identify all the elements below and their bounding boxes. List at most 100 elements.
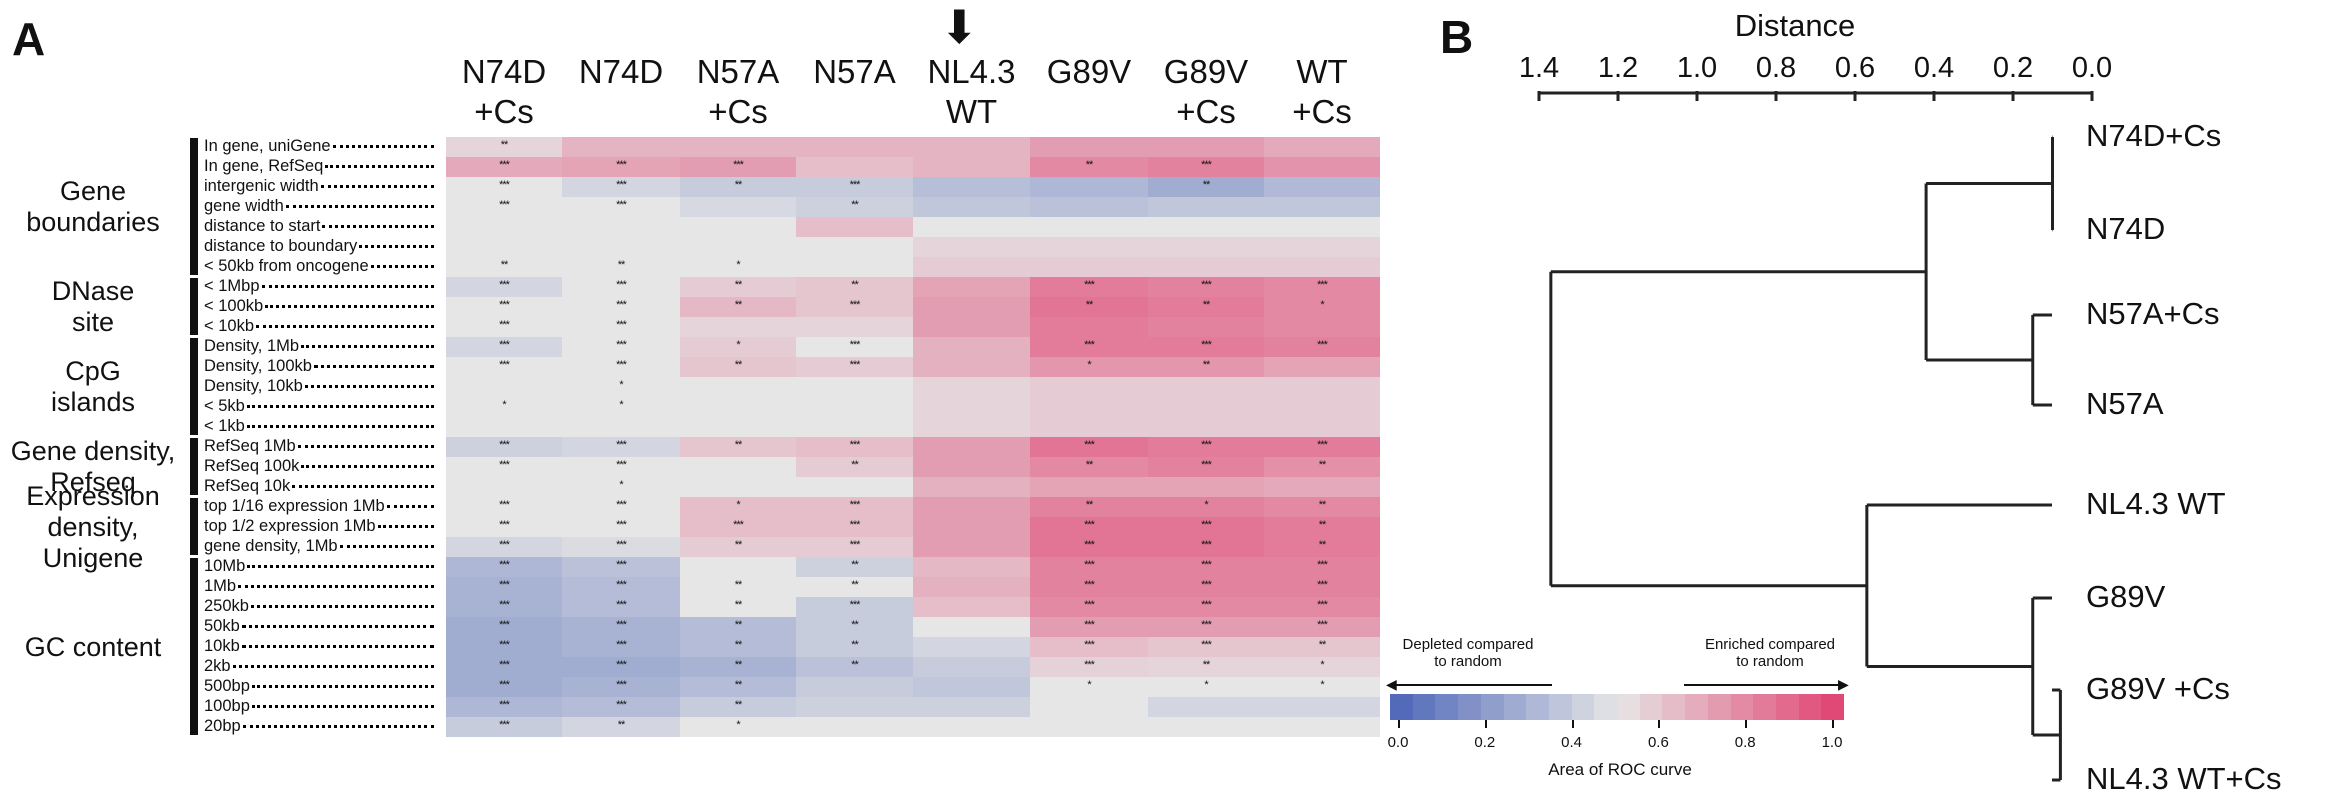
heatmap-cell <box>446 717 562 737</box>
heatmap-cell <box>680 397 796 417</box>
heatmap-cell <box>562 337 680 357</box>
colorbar-swatch <box>1548 694 1572 720</box>
significance-stars: *** <box>499 639 510 651</box>
significance-stars: *** <box>616 639 627 651</box>
significance-stars: *** <box>499 199 510 211</box>
heatmap-cell <box>913 257 1030 277</box>
heatmap-cell <box>1030 217 1148 237</box>
column-header: G89V +Cs <box>1163 53 1249 130</box>
distance-tick-label: 0.0 <box>2071 52 2113 84</box>
significance-stars: *** <box>1201 459 1212 471</box>
row-label: top 1/16 expression 1Mb <box>204 497 434 516</box>
heatmap-cell <box>796 657 913 677</box>
heatmap-cell <box>1148 177 1264 197</box>
row-label: 50kb <box>204 617 434 636</box>
colorbar-tick-mark <box>1745 720 1748 728</box>
group-bracket <box>190 278 198 335</box>
group-label: Gene density, Refseq <box>10 436 176 497</box>
significance-stars: ** <box>1318 519 1327 531</box>
heatmap-cell <box>913 697 1030 717</box>
significance-stars: *** <box>616 519 627 531</box>
heatmap-cell <box>1148 257 1264 277</box>
heatmap-cell <box>1148 557 1264 577</box>
heatmap-cell <box>562 437 680 457</box>
heatmap-cell <box>796 597 913 617</box>
heatmap-cell <box>1148 537 1264 557</box>
heatmap-cell <box>680 617 796 637</box>
row-label: Density, 10kb <box>204 377 434 396</box>
significance-stars: *** <box>1084 279 1095 291</box>
heatmap-cell <box>913 597 1030 617</box>
significance-stars: *** <box>499 359 510 371</box>
heatmap-cell <box>562 617 680 637</box>
heatmap-cell <box>1264 237 1380 257</box>
significance-stars: ** <box>1318 459 1327 471</box>
significance-stars: *** <box>1084 659 1095 671</box>
significance-stars: *** <box>849 519 861 531</box>
heatmap-cell <box>1148 157 1264 177</box>
heatmap-cell <box>796 517 913 537</box>
heatmap-cell <box>796 257 913 277</box>
significance-stars: *** <box>616 459 627 471</box>
colorbar-title: Area of ROC curve <box>1548 760 1692 779</box>
significance-stars: * <box>619 399 623 411</box>
significance-stars: ** <box>734 179 743 191</box>
heatmap-cell <box>562 417 680 437</box>
distance-tick-label: 0.2 <box>1992 52 2034 84</box>
significance-stars: *** <box>1201 559 1212 571</box>
heatmap-cell <box>913 277 1030 297</box>
significance-stars: *** <box>499 339 510 351</box>
heatmap-cell <box>913 237 1030 257</box>
row-label: gene density, 1Mb <box>204 537 434 556</box>
heatmap-cell <box>1148 197 1264 217</box>
heatmap-cell <box>446 617 562 637</box>
heatmap-cell <box>1148 577 1264 597</box>
heatmap-cell <box>446 397 562 417</box>
heatmap-cell <box>446 237 562 257</box>
heatmap-cell <box>913 477 1030 497</box>
heatmap-cell <box>913 437 1030 457</box>
heatmap-cell <box>1264 617 1380 637</box>
significance-stars: *** <box>1084 339 1095 351</box>
significance-stars: *** <box>499 499 510 511</box>
significance-stars: ** <box>734 299 743 311</box>
heatmap-cell <box>1030 477 1148 497</box>
heatmap-cell <box>680 557 796 577</box>
significance-stars: *** <box>499 579 510 591</box>
significance-stars: *** <box>1084 519 1095 531</box>
heatmap-cell <box>680 597 796 617</box>
significance-stars: ** <box>734 359 743 371</box>
significance-stars: ** <box>1202 179 1211 191</box>
heatmap-cell <box>1264 457 1380 477</box>
significance-stars: *** <box>1201 439 1212 451</box>
heatmap-cell <box>562 457 680 477</box>
colorbar-swatch <box>1662 694 1686 720</box>
heatmap-cell <box>1030 697 1148 717</box>
significance-stars: *** <box>849 299 861 311</box>
significance-stars: * <box>619 379 623 391</box>
colorbar-swatch <box>1685 694 1709 720</box>
significance-stars: *** <box>499 439 510 451</box>
heatmap-cell <box>562 277 680 297</box>
significance-stars: ** <box>734 599 743 611</box>
right-arrow-line <box>1684 684 1844 686</box>
heatmap-cell <box>796 157 913 177</box>
heatmap-cell <box>446 477 562 497</box>
heatmap-cell <box>446 277 562 297</box>
heatmap-cell <box>796 397 913 417</box>
heatmap-cell <box>680 517 796 537</box>
significance-stars: *** <box>1201 159 1212 171</box>
heatmap-cell <box>1148 417 1264 437</box>
significance-stars: *** <box>1201 599 1212 611</box>
significance-stars: *** <box>499 599 510 611</box>
heatmap-cell <box>1264 297 1380 317</box>
significance-stars: *** <box>616 279 627 291</box>
significance-stars: ** <box>851 559 859 571</box>
colorbar-tick-label: 0.0 <box>1387 734 1409 751</box>
significance-stars: * <box>736 499 740 511</box>
column-header: N57A <box>813 53 896 90</box>
significance-stars: *** <box>1084 539 1095 551</box>
heatmap-cell <box>796 317 913 337</box>
heatmap-cell <box>796 717 913 737</box>
heatmap-cell <box>1030 197 1148 217</box>
